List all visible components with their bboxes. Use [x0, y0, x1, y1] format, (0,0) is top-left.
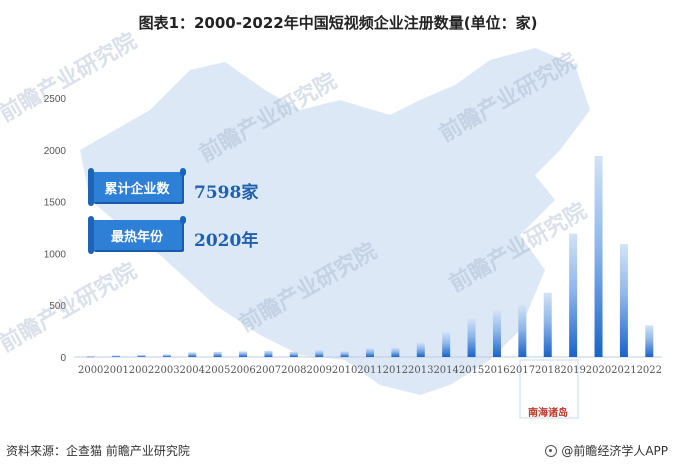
- bar-2019: [569, 233, 578, 357]
- bar-2006: [239, 351, 248, 357]
- x-tick-label: 2017: [510, 365, 535, 376]
- x-tick-label: 2019: [560, 365, 585, 376]
- badge-hot-year: 最热年份: [88, 216, 186, 254]
- bar-2004: [188, 352, 197, 357]
- y-tick-label: 500: [49, 301, 66, 312]
- bar-2003: [162, 354, 171, 357]
- x-tick-label: 2012: [383, 365, 408, 376]
- y-tick-label: 2000: [44, 146, 67, 157]
- china-map-shape: [80, 48, 590, 395]
- x-tick-label: 2007: [256, 365, 281, 376]
- x-tick-label: 2016: [484, 365, 509, 376]
- bar-2021: [619, 244, 628, 357]
- x-tick-label: 2005: [205, 365, 230, 376]
- badge-hot-year-label: 最热年份: [110, 229, 163, 245]
- x-tick-label: 2013: [408, 365, 433, 376]
- x-tick-label: 2011: [357, 365, 382, 376]
- bar-2020: [594, 156, 603, 357]
- stat-total-value: 7598家: [194, 183, 259, 203]
- x-tick-label: 2008: [281, 365, 306, 376]
- chart-title: 图表1：2000-2022年中国短视频企业注册数量(单位：家): [138, 14, 538, 32]
- bar-2009: [315, 350, 324, 357]
- x-tick-label: 2020: [586, 365, 611, 376]
- x-tick-label: 2003: [154, 365, 179, 376]
- bar-2012: [391, 347, 400, 357]
- bar-2002: [137, 354, 146, 357]
- bar-2008: [289, 351, 298, 357]
- bar-2010: [340, 351, 349, 357]
- y-tick-label: 1500: [44, 198, 67, 209]
- app-credit: @前瞻经济学人APP: [545, 442, 668, 459]
- stat-hot-year-value: 2020年: [194, 231, 259, 251]
- x-tick-label: 2000: [78, 365, 103, 376]
- bar-2007: [264, 350, 273, 357]
- x-tick-label: 2002: [129, 365, 154, 376]
- bar-2014: [442, 332, 451, 357]
- x-tick-label: 2006: [230, 365, 255, 376]
- bar-2011: [366, 348, 374, 357]
- bar-2022: [645, 325, 654, 357]
- qianzhan-logo-icon: [545, 444, 558, 457]
- y-tick-label: 1000: [44, 249, 67, 260]
- x-tick-label: 2009: [306, 365, 331, 376]
- bar-2000: [86, 356, 95, 358]
- x-tick-label: 2001: [103, 365, 128, 376]
- badge-total-label: 累计企业数: [104, 181, 170, 197]
- y-tick-label: 2500: [44, 94, 67, 105]
- x-tick-label: 2015: [459, 365, 484, 376]
- badge-total: 累计企业数: [88, 168, 186, 206]
- x-tick-label: 2022: [637, 365, 662, 376]
- south-sea-box: [519, 359, 579, 419]
- bar-2016: [492, 310, 501, 357]
- map-label-south-sea: 南海诸岛: [528, 408, 568, 419]
- bar-2015: [467, 318, 476, 357]
- bar-2018: [543, 292, 552, 357]
- source-note: 资料来源：企查猫 前瞻产业研究院: [6, 444, 190, 458]
- x-tick-label: 2014: [433, 365, 458, 376]
- bar-2017: [518, 305, 527, 357]
- x-tick-label: 2018: [535, 365, 560, 376]
- bar-2013: [416, 342, 425, 357]
- y-tick-label: 0: [60, 353, 66, 364]
- x-tick-label: 2010: [332, 365, 357, 376]
- bar-2001: [112, 355, 121, 357]
- app-credit-label: @前瞻经济学人APP: [561, 444, 668, 458]
- x-tick-label: 2021: [611, 365, 636, 376]
- x-tick-label: 2004: [180, 365, 205, 376]
- bar-2005: [213, 351, 222, 357]
